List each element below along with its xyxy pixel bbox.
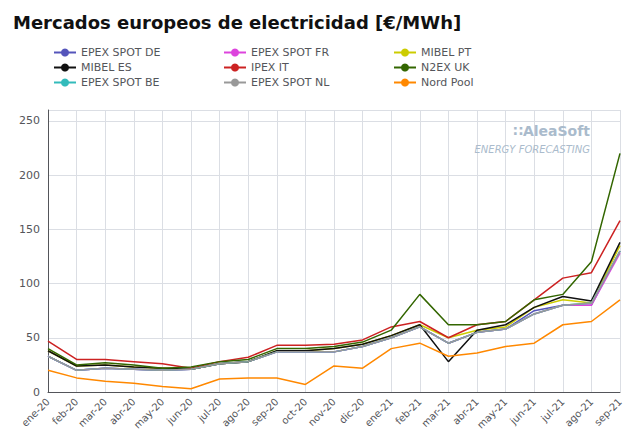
svg-text:dic-20: dic-20 [336,396,367,426]
svg-text:abr-20: abr-20 [107,396,138,427]
svg-text:MIBEL ES: MIBEL ES [81,61,132,74]
svg-text:50: 50 [26,331,40,344]
svg-text:sep-20: sep-20 [249,396,281,428]
svg-text:IPEX IT: IPEX IT [251,61,289,74]
svg-text:jun-21: jun-21 [507,396,538,427]
svg-text:0: 0 [33,386,40,399]
svg-text:Nord Pool: Nord Pool [421,76,474,89]
svg-text:jul-21: jul-21 [539,396,567,424]
svg-text:MIBEL PT: MIBEL PT [421,46,471,59]
svg-text:Mercados europeos de electrici: Mercados europeos de electricidad [€/MWh… [13,12,461,33]
svg-text:100: 100 [19,277,40,290]
svg-text:sep-21: sep-21 [592,396,624,428]
svg-text:feb-20: feb-20 [49,396,81,427]
svg-text:mar-21: mar-21 [419,396,452,429]
svg-text:EPEX SPOT BE: EPEX SPOT BE [81,76,160,89]
svg-text:ago-20: ago-20 [220,396,253,429]
svg-text:ene-21: ene-21 [363,396,395,428]
svg-text:jul-20: jul-20 [195,396,224,424]
svg-text:200: 200 [19,169,40,182]
svg-text:EPEX SPOT NL: EPEX SPOT NL [251,76,330,89]
svg-text:ENERGY FORECASTING: ENERGY FORECASTING [475,144,591,155]
svg-text:mar-20: mar-20 [76,396,109,429]
svg-text:oct-20: oct-20 [279,396,309,426]
svg-text:nov-20: nov-20 [306,396,338,428]
svg-text:250: 250 [19,114,40,127]
svg-text:EPEX SPOT DE: EPEX SPOT DE [81,46,161,59]
svg-text:ene-20: ene-20 [19,396,51,428]
svg-text:feb-21: feb-21 [393,396,424,427]
svg-text:N2EX UK: N2EX UK [421,61,470,74]
svg-text:may-21: may-21 [475,396,510,431]
svg-text:ago-21: ago-21 [563,396,596,429]
svg-text:abr-21: abr-21 [450,396,481,427]
svg-text:may-20: may-20 [132,396,167,431]
svg-text:jun-20: jun-20 [164,396,195,427]
svg-text:∷AleaSoft: ∷AleaSoft [513,123,590,139]
svg-text:150: 150 [19,223,40,236]
svg-text:EPEX SPOT FR: EPEX SPOT FR [251,46,329,59]
